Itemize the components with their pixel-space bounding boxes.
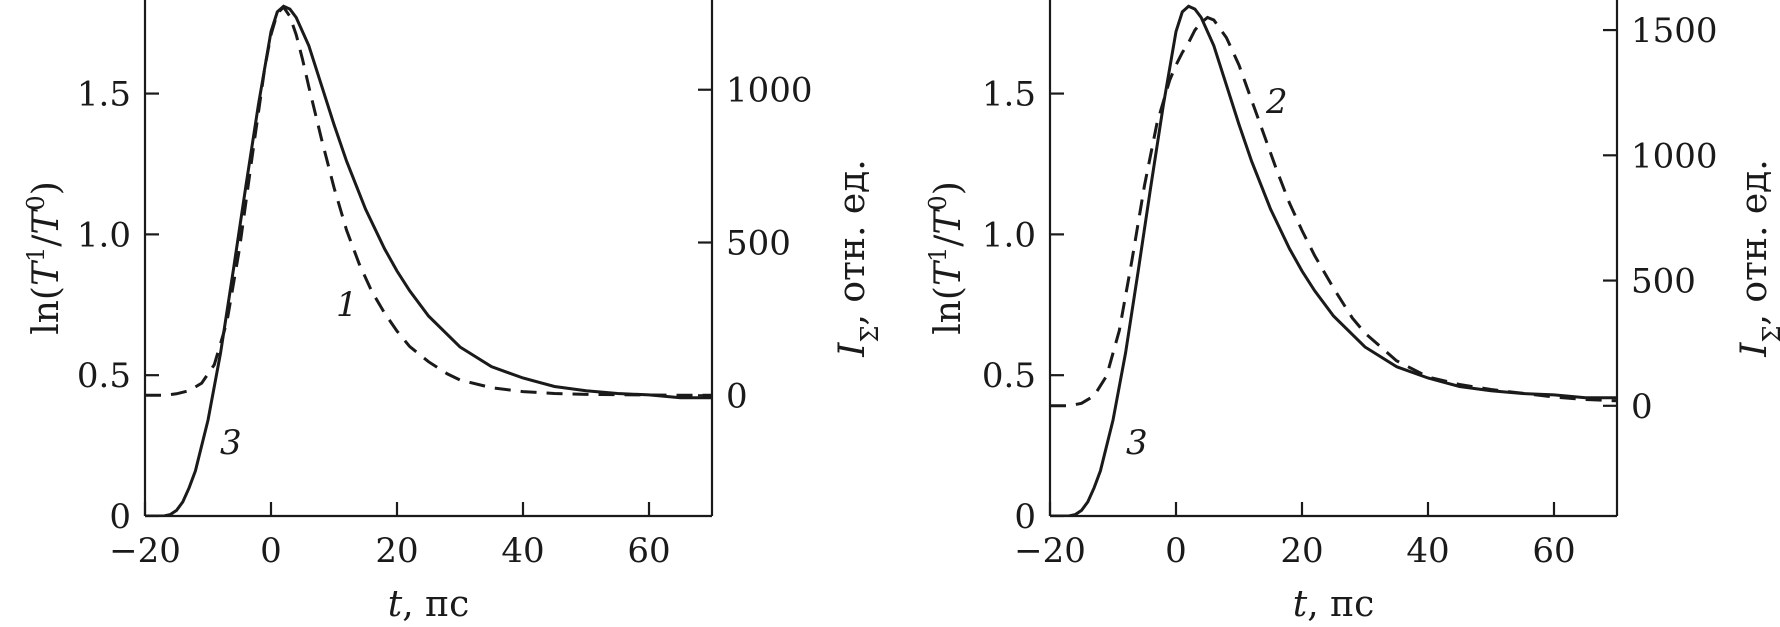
y-right-tick-label: 0 [726, 376, 748, 416]
x-tick-label: 40 [501, 531, 544, 571]
y-right-title-sub: Σ [1758, 326, 1780, 343]
y-left-tick-label: 0.5 [982, 356, 1036, 396]
y-left-title-slash: / [928, 234, 969, 247]
y-right-tick-label: 500 [726, 224, 791, 264]
y-right-tick-label: 1000 [726, 71, 813, 111]
x-tick-label: 40 [1406, 531, 1449, 571]
y-left-tick-label: 0.5 [77, 356, 131, 396]
y-right-title-var: I [832, 342, 873, 358]
y-right-axis-title: IΣ, отн. ед. [832, 159, 884, 357]
y-left-tick-label: 1.5 [982, 75, 1036, 115]
y-right-tick-label: 1000 [1631, 136, 1718, 176]
x-axis-title: t, пс [1293, 584, 1375, 625]
x-axis-title: t, пс [388, 584, 470, 625]
y-left-title-prefix: ln( [26, 286, 67, 335]
x-tick-label: −20 [1014, 531, 1086, 571]
x-tick-label: −20 [109, 531, 181, 571]
y-right-title-var: I [1734, 342, 1775, 358]
y-left-title-sup: 0 [22, 195, 50, 210]
y-left-tick-label: 1.0 [77, 215, 131, 255]
y-left-title-var: T [26, 259, 67, 286]
y-left-title-sup: 1 [22, 247, 50, 262]
y-left-axis-title: ln(T1/T0) [924, 181, 969, 335]
curve-label-3: 3 [1126, 423, 1148, 463]
y-right-title-unit: , отн. ед. [1734, 159, 1775, 325]
x-axis-title-var: t [1293, 584, 1308, 625]
y-left-title-sup: 1 [924, 247, 952, 262]
y-right-axis-title: IΣ, отн. ед. [1734, 159, 1780, 357]
y-left-title-var: T [928, 208, 969, 235]
x-tick-label: 60 [1532, 531, 1575, 571]
y-left-title-sup: 0 [924, 195, 952, 210]
curve-label-1: 1 [336, 285, 358, 325]
y-right-title-sub: Σ [856, 326, 884, 343]
x-tick-label: 0 [1165, 531, 1187, 571]
x-axis-title-unit: , пс [402, 584, 469, 625]
y-right-tick-label: 500 [1631, 262, 1696, 302]
y-right-tick-label: 0 [1631, 387, 1653, 427]
y-left-title-var: T [26, 208, 67, 235]
series-line-1 [145, 4, 712, 397]
y-left-title-slash: / [26, 234, 67, 247]
y-left-tick-label: 0 [1014, 497, 1036, 537]
x-tick-label: 60 [627, 531, 670, 571]
y-left-title-suffix: ) [26, 181, 67, 195]
y-left-tick-label: 0 [109, 497, 131, 537]
y-left-tick-label: 1.0 [982, 215, 1036, 255]
curve-label-2: 2 [1265, 82, 1288, 122]
x-tick-label: 20 [375, 531, 418, 571]
x-axis-title-unit: , пс [1307, 584, 1374, 625]
y-right-title-unit: , отн. ед. [832, 159, 873, 325]
y-left-tick-label: 1.5 [77, 75, 131, 115]
series-line-3 [145, 4, 712, 516]
y-right-tick-label: 1500 [1631, 11, 1718, 51]
series-line-2 [1050, 15, 1617, 408]
x-tick-label: 20 [1280, 531, 1323, 571]
y-left-axis-title: ln(T1/T0) [22, 181, 67, 335]
y-left-title-suffix: ) [928, 181, 969, 195]
x-tick-label: 0 [260, 531, 282, 571]
x-axis-title-var: t [388, 584, 403, 625]
y-left-title-prefix: ln( [928, 286, 969, 335]
curve-label-3: 3 [220, 423, 242, 463]
y-left-title-var: T [928, 259, 969, 286]
